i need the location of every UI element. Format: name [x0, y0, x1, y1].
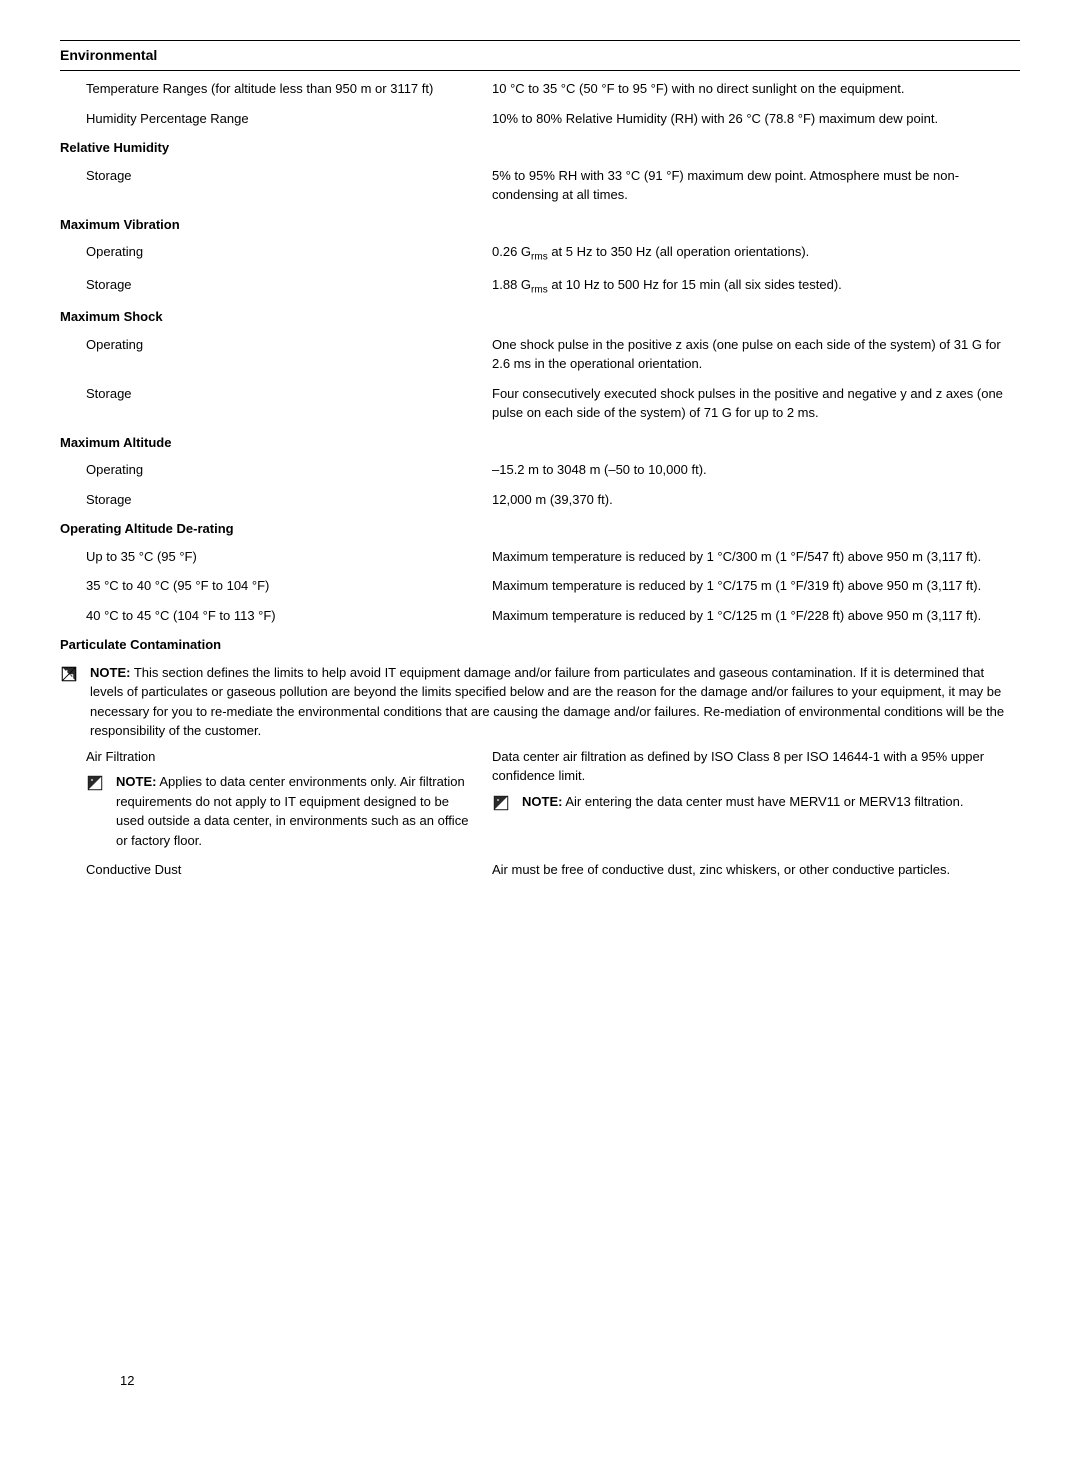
- spec-row: Operating–15.2 m to 3048 m (–50 to 10,00…: [60, 460, 1020, 480]
- air-right-note-text: NOTE: Air entering the data center must …: [522, 792, 1010, 812]
- spec-row: OperatingOne shock pulse in the positive…: [60, 335, 1020, 374]
- air-filtration-title: Air Filtration: [86, 747, 472, 767]
- spec-label: Storage: [60, 490, 492, 510]
- spec-label: Operating: [60, 242, 492, 265]
- spec-label: Operating: [60, 335, 492, 374]
- spec-label: Storage: [60, 384, 492, 423]
- spec-row: 40 °C to 45 °C (104 °F to 113 °F)Maximum…: [60, 606, 1020, 626]
- spec-row: Operating0.26 Grms at 5 Hz to 350 Hz (al…: [60, 242, 1020, 265]
- air-filtration-row: Air Filtration NOTE: Applies to data cen…: [60, 747, 1020, 851]
- spec-label: 35 °C to 40 °C (95 °F to 104 °F): [60, 576, 492, 596]
- spec-value: Maximum temperature is reduced by 1 °C/3…: [492, 547, 1020, 567]
- note-icon: [60, 665, 78, 683]
- air-filtration-left-note: NOTE: Applies to data center environment…: [86, 772, 472, 850]
- spec-value: Maximum temperature is reduced by 1 °C/1…: [492, 606, 1020, 626]
- spec-row: Storage5% to 95% RH with 33 °C (91 °F) m…: [60, 166, 1020, 205]
- spec-row: 35 °C to 40 °C (95 °F to 104 °F)Maximum …: [60, 576, 1020, 596]
- subsection-heading: Operating Altitude De-rating: [60, 519, 1020, 539]
- subsection-heading: Maximum Shock: [60, 307, 1020, 327]
- spec-value: 10 °C to 35 °C (50 °F to 95 °F) with no …: [492, 79, 1020, 99]
- spec-row: Humidity Percentage Range10% to 80% Rela…: [60, 109, 1020, 129]
- particulate-heading: Particulate Contamination: [60, 635, 1020, 655]
- air-filtration-right-note: NOTE: Air entering the data center must …: [492, 792, 1010, 812]
- spec-label: Operating: [60, 460, 492, 480]
- conductive-dust-row: Conductive Dust Air must be free of cond…: [60, 860, 1020, 880]
- note-icon: [86, 774, 104, 792]
- subsection-heading: Maximum Altitude: [60, 433, 1020, 453]
- conductive-dust-right: Air must be free of conductive dust, zin…: [492, 860, 1020, 880]
- air-filtration-right-text: Data center air filtration as defined by…: [492, 747, 1010, 786]
- spec-value: Maximum temperature is reduced by 1 °C/1…: [492, 576, 1020, 596]
- spec-value: Four consecutively executed shock pulses…: [492, 384, 1020, 423]
- spec-row: Storage12,000 m (39,370 ft).: [60, 490, 1020, 510]
- spec-label: 40 °C to 45 °C (104 °F to 113 °F): [60, 606, 492, 626]
- spec-value: 10% to 80% Relative Humidity (RH) with 2…: [492, 109, 1020, 129]
- spec-row: Up to 35 °C (95 °F)Maximum temperature i…: [60, 547, 1020, 567]
- page-number: 12: [120, 1371, 134, 1391]
- spec-row: StorageFour consecutively executed shock…: [60, 384, 1020, 423]
- spec-row: Temperature Ranges (for altitude less th…: [60, 79, 1020, 99]
- air-left-note-text: NOTE: Applies to data center environment…: [116, 772, 472, 850]
- spec-label: Temperature Ranges (for altitude less th…: [60, 79, 492, 99]
- main-note: NOTE: This section defines the limits to…: [60, 663, 1020, 741]
- spec-label: Storage: [60, 275, 492, 298]
- note-icon: [492, 794, 510, 812]
- spec-label: Humidity Percentage Range: [60, 109, 492, 129]
- spec-row: Storage1.88 Grms at 10 Hz to 500 Hz for …: [60, 275, 1020, 298]
- spec-value: 1.88 Grms at 10 Hz to 500 Hz for 15 min …: [492, 275, 1020, 298]
- conductive-dust-left: Conductive Dust: [60, 860, 492, 880]
- environmental-heading: Environmental: [60, 40, 1020, 71]
- subsection-heading: Relative Humidity: [60, 138, 1020, 158]
- spec-value: 12,000 m (39,370 ft).: [492, 490, 1020, 510]
- spec-value: 5% to 95% RH with 33 °C (91 °F) maximum …: [492, 166, 1020, 205]
- first-rows-container: Temperature Ranges (for altitude less th…: [60, 79, 1020, 128]
- main-note-text: NOTE: This section defines the limits to…: [90, 663, 1020, 741]
- spec-label: Up to 35 °C (95 °F): [60, 547, 492, 567]
- spec-value: One shock pulse in the positive z axis (…: [492, 335, 1020, 374]
- spec-value: 0.26 Grms at 5 Hz to 350 Hz (all operati…: [492, 242, 1020, 265]
- spec-label: Storage: [60, 166, 492, 205]
- sections-container: Relative HumidityStorage5% to 95% RH wit…: [60, 138, 1020, 625]
- subsection-heading: Maximum Vibration: [60, 215, 1020, 235]
- spec-value: –15.2 m to 3048 m (–50 to 10,000 ft).: [492, 460, 1020, 480]
